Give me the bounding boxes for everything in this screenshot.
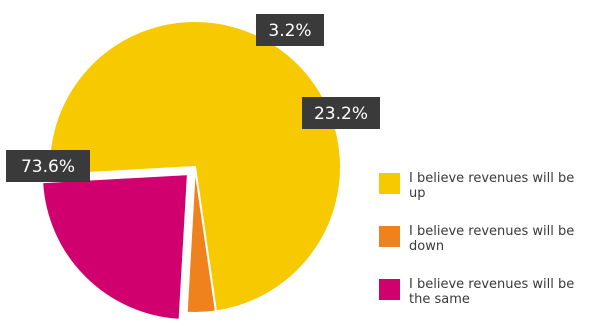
legend-label-same: I believe revenues will be the same (409, 277, 575, 307)
data-label-box-down (256, 14, 324, 46)
data-label-text-down: 3.2% (268, 21, 311, 41)
legend-label-up: I believe revenues will be up (409, 171, 575, 201)
data-label-same: 23.2% (302, 97, 380, 129)
legend-swatch-up (379, 173, 400, 194)
pie-chart: 73.6% 3.2% 23.2% I believe revenues will b… (6, 14, 574, 321)
pie-chart-svg: 73.6% 3.2% 23.2% (6, 14, 380, 321)
legend-item-up: I believe revenues will be up (379, 171, 584, 224)
data-label-text-up: 73.6% (21, 157, 75, 177)
data-label-box-same (302, 97, 380, 129)
pie-slice-down (185, 166, 218, 314)
data-label-up: 73.6% (6, 150, 90, 182)
data-label-down: 3.2% (256, 14, 324, 46)
legend-label-down: I believe revenues will be down (409, 224, 575, 254)
legend-swatch-down (379, 226, 400, 247)
legend-item-same: I believe revenues will be the same (379, 277, 584, 330)
pie-slice-up (48, 20, 342, 313)
legend-item-down: I believe revenues will be down (379, 224, 584, 277)
chart-legend: I believe revenues will be up I believe … (379, 171, 584, 330)
legend-swatch-same (379, 279, 400, 300)
pie-slice-same (41, 173, 189, 321)
data-label-box-up (6, 150, 90, 182)
data-label-text-same: 23.2% (314, 104, 368, 124)
